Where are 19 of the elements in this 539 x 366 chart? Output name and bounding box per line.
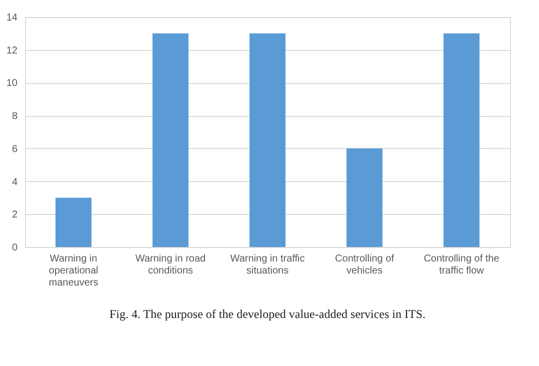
y-tick-label: 8: [12, 111, 18, 122]
x-tick-label: Controlling of the traffic flow: [424, 254, 500, 276]
x-tick-label: Warning in road conditions: [135, 254, 206, 276]
y-tick-label: 2: [12, 210, 18, 221]
x-tick-label: Warning in traffic situations: [230, 254, 305, 276]
y-tick-label: 4: [12, 176, 18, 188]
bar: [152, 33, 188, 247]
bar: [56, 198, 92, 247]
x-tick-label: Controlling of vehicles: [335, 254, 394, 276]
y-tick-label: 0: [12, 242, 18, 254]
bar: [444, 33, 480, 247]
bar: [346, 148, 382, 247]
y-tick-label: 6: [12, 144, 18, 155]
y-tick-label: 12: [6, 45, 18, 56]
x-tick-label: Warning in operational maneuvers: [48, 254, 98, 288]
caption: Fig. 4. The purpose of the developed value-added services in ITS.: [109, 307, 426, 321]
y-tick-label: 10: [6, 78, 18, 90]
y-tick-label: 14: [6, 12, 18, 24]
bar: [250, 33, 286, 247]
